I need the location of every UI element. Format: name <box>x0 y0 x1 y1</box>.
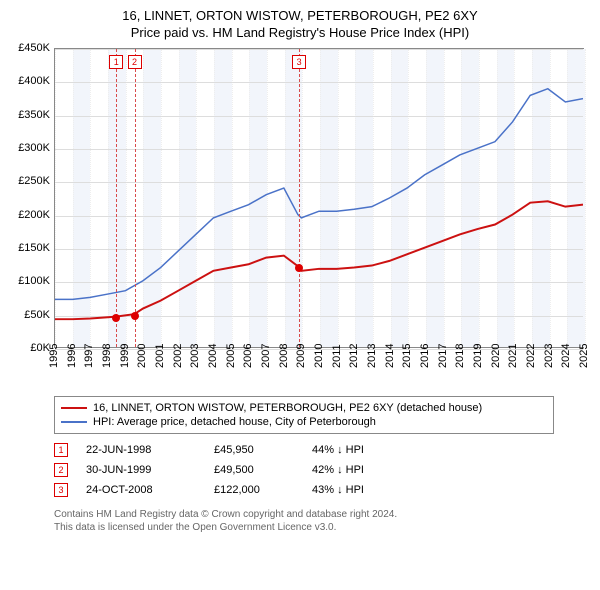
y-tick-label: £200K <box>18 209 50 221</box>
y-tick-label: £50K <box>24 309 50 321</box>
legend-row-property: 16, LINNET, ORTON WISTOW, PETERBOROUGH, … <box>61 401 547 415</box>
x-tick-label: 1996 <box>66 344 78 368</box>
sale-date: 30-JUN-1999 <box>86 464 196 476</box>
legend-swatch <box>61 421 87 423</box>
x-tick-label: 2000 <box>136 344 148 368</box>
sale-marker-line <box>299 49 300 347</box>
x-tick-label: 1999 <box>119 344 131 368</box>
y-tick-label: £300K <box>18 142 50 154</box>
x-gridline <box>585 49 586 347</box>
x-tick-label: 2017 <box>437 344 449 368</box>
chart-container: 16, LINNET, ORTON WISTOW, PETERBOROUGH, … <box>0 0 600 542</box>
y-tick-label: £450K <box>18 42 50 54</box>
x-tick-label: 2024 <box>560 344 572 368</box>
sale-date: 24-OCT-2008 <box>86 484 196 496</box>
sale-index-box: 1 <box>54 443 68 457</box>
legend-label: 16, LINNET, ORTON WISTOW, PETERBOROUGH, … <box>93 402 482 414</box>
sales-table: 1 22-JUN-1998 £45,950 44% ↓ HPI 2 30-JUN-1999… <box>54 440 590 500</box>
sale-marker-box: 2 <box>128 55 142 69</box>
sale-marker-dot <box>112 314 120 322</box>
sale-price: £122,000 <box>214 484 294 496</box>
sale-row: 1 22-JUN-1998 £45,950 44% ↓ HPI <box>54 440 590 460</box>
x-tick-label: 2008 <box>278 344 290 368</box>
y-tick-label: £400K <box>18 75 50 87</box>
x-tick-label: 1997 <box>83 344 95 368</box>
x-tick-label: 2010 <box>313 344 325 368</box>
sale-marker-box: 3 <box>292 55 306 69</box>
footer: Contains HM Land Registry data © Crown c… <box>54 508 590 534</box>
sale-index-box: 3 <box>54 483 68 497</box>
y-axis-labels: £0K£50K£100K£150K£200K£250K£300K£350K£40… <box>10 48 54 348</box>
y-tick-label: £250K <box>18 175 50 187</box>
x-tick-label: 2006 <box>242 344 254 368</box>
plot-area: 12 3 <box>54 48 584 348</box>
x-tick-label: 2013 <box>366 344 378 368</box>
sale-row: 2 30-JUN-1999 £49,500 42% ↓ HPI <box>54 460 590 480</box>
sale-date: 22-JUN-1998 <box>86 444 196 456</box>
x-tick-label: 2014 <box>384 344 396 368</box>
legend: 16, LINNET, ORTON WISTOW, PETERBOROUGH, … <box>54 396 554 434</box>
sale-marker-box: 1 <box>109 55 123 69</box>
x-tick-label: 2015 <box>401 344 413 368</box>
chart-subtitle: Price paid vs. HM Land Registry's House … <box>10 25 590 40</box>
sale-price: £49,500 <box>214 464 294 476</box>
x-tick-label: 2021 <box>507 344 519 368</box>
y-tick-label: £100K <box>18 275 50 287</box>
x-tick-label: 2005 <box>225 344 237 368</box>
x-tick-label: 2023 <box>543 344 555 368</box>
sale-index-box: 2 <box>54 463 68 477</box>
x-tick-label: 2019 <box>472 344 484 368</box>
sale-price: £45,950 <box>214 444 294 456</box>
x-tick-label: 2022 <box>525 344 537 368</box>
x-tick-label: 2007 <box>260 344 272 368</box>
x-tick-label: 2025 <box>578 344 590 368</box>
sale-marker-line <box>135 49 136 347</box>
sale-marker-line <box>116 49 117 347</box>
x-tick-label: 2009 <box>295 344 307 368</box>
y-tick-label: £150K <box>18 242 50 254</box>
sale-delta: 44% ↓ HPI <box>312 444 364 456</box>
sale-marker-dot <box>295 264 303 272</box>
sale-delta: 42% ↓ HPI <box>312 464 364 476</box>
x-tick-label: 2002 <box>172 344 184 368</box>
legend-row-hpi: HPI: Average price, detached house, City… <box>61 415 547 429</box>
x-axis-labels: 1995199619971998199920002001200220032004… <box>54 352 584 388</box>
legend-swatch <box>61 407 87 409</box>
chart-title: 16, LINNET, ORTON WISTOW, PETERBOROUGH, … <box>10 8 590 23</box>
x-tick-label: 2003 <box>189 344 201 368</box>
chart-area: £0K£50K£100K£150K£200K£250K£300K£350K£40… <box>10 48 590 388</box>
footer-line: Contains HM Land Registry data © Crown c… <box>54 508 590 521</box>
x-tick-label: 2018 <box>454 344 466 368</box>
x-tick-label: 2004 <box>207 344 219 368</box>
y-tick-label: £350K <box>18 109 50 121</box>
sale-row: 3 24-OCT-2008 £122,000 43% ↓ HPI <box>54 480 590 500</box>
x-tick-label: 1998 <box>101 344 113 368</box>
footer-line: This data is licensed under the Open Gov… <box>54 521 590 534</box>
x-tick-label: 2020 <box>490 344 502 368</box>
x-tick-label: 2001 <box>154 344 166 368</box>
x-tick-label: 2012 <box>348 344 360 368</box>
legend-label: HPI: Average price, detached house, City… <box>93 416 376 428</box>
x-tick-label: 2016 <box>419 344 431 368</box>
sale-delta: 43% ↓ HPI <box>312 484 364 496</box>
x-tick-label: 1995 <box>48 344 60 368</box>
x-tick-label: 2011 <box>331 344 343 368</box>
sale-marker-dot <box>131 312 139 320</box>
